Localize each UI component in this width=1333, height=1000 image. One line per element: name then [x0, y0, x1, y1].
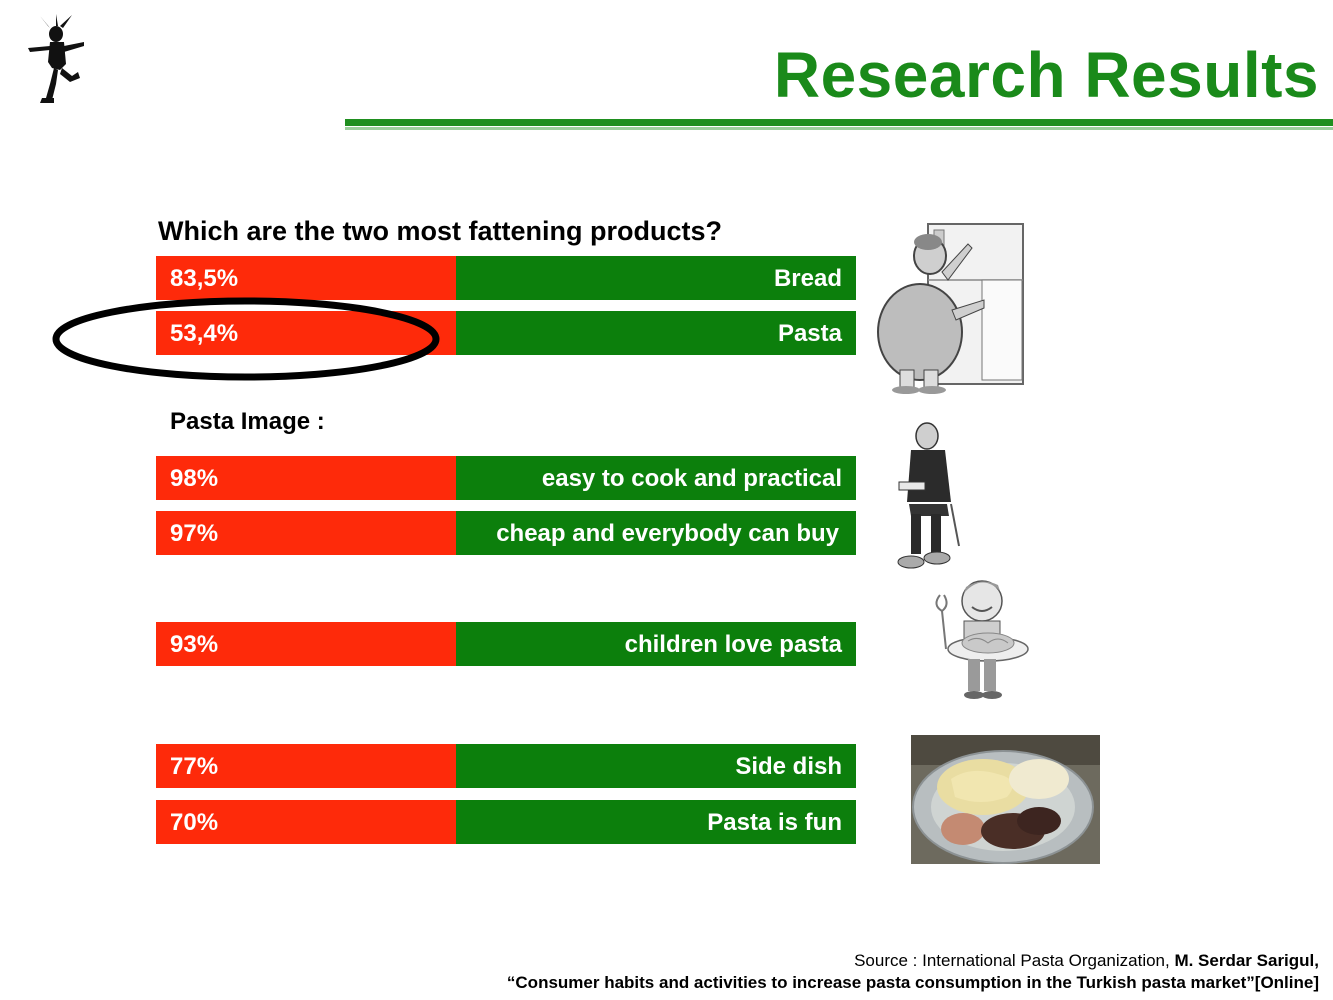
bar-children-love: 93% children love pasta — [156, 622, 856, 666]
bar-red-segment — [156, 256, 456, 300]
bar-green-segment — [456, 256, 856, 300]
bar-percentage: 97% — [170, 520, 219, 547]
title-underline-light — [345, 127, 1333, 130]
bar-red-segment — [156, 622, 456, 666]
bar-label: Pasta — [777, 320, 842, 347]
bar-green-segment — [456, 311, 856, 355]
bar-easy-to-cook: 98% easy to cook and practical — [156, 456, 856, 500]
bar-red-segment — [156, 744, 456, 788]
bar-percentage: 77% — [170, 753, 219, 780]
bar-percentage: 98% — [170, 465, 219, 492]
source-line-2: “Consumer habits and activities to incre… — [507, 972, 1319, 994]
bar-green-segment — [456, 744, 856, 788]
boy-eating-pasta-illustration — [935, 580, 1029, 699]
man-reading-illustration — [897, 422, 960, 569]
source-line-1: Source : International Pasta Organizatio… — [507, 950, 1319, 972]
pasta-plate-photo — [911, 735, 1100, 864]
jester-logo-icon — [28, 14, 84, 103]
bar-cheap: 97% cheap and everybody can buy — [156, 511, 856, 555]
bar-pasta-is-fun: 70% Pasta is fun — [156, 800, 856, 844]
bar-green-segment — [456, 800, 856, 844]
woman-at-fridge-illustration — [877, 223, 1024, 394]
title-underline — [345, 119, 1333, 126]
bar-red-segment — [156, 800, 456, 844]
bar-label: Side dish — [735, 753, 842, 780]
source-citation: Source : International Pasta Organizatio… — [507, 950, 1319, 994]
bar-green-segment — [456, 622, 856, 666]
bar-side-dish: 77% Side dish — [156, 744, 856, 788]
page-title: Research Results — [773, 39, 1319, 111]
section-title: Pasta Image : — [170, 408, 325, 435]
bar-label: children love pasta — [624, 631, 842, 658]
bar-red-segment — [156, 511, 456, 555]
bar-percentage: 53,4% — [170, 320, 239, 347]
source-title: “Consumer habits and activities to incre… — [506, 973, 1319, 992]
bar-percentage: 93% — [170, 631, 219, 658]
bar-green-segment — [456, 511, 856, 555]
bar-red-segment — [156, 456, 456, 500]
source-author: M. Serdar Sarigul, — [1174, 951, 1319, 970]
question-heading: Which are the two most fattening product… — [158, 216, 723, 246]
bar-bread: 83,5% Bread — [156, 256, 856, 300]
highlight-ellipse — [52, 297, 440, 381]
bar-label: Bread — [773, 265, 842, 292]
bar-green-segment — [456, 456, 856, 500]
bar-percentage: 83,5% — [170, 265, 239, 292]
source-prefix: Source : International Pasta Organizatio… — [854, 951, 1175, 970]
bar-percentage: 70% — [170, 809, 219, 836]
bar-label: cheap and everybody can buy — [496, 520, 839, 547]
bar-label: Pasta is fun — [707, 809, 842, 836]
bar-label: easy to cook and practical — [541, 465, 842, 492]
